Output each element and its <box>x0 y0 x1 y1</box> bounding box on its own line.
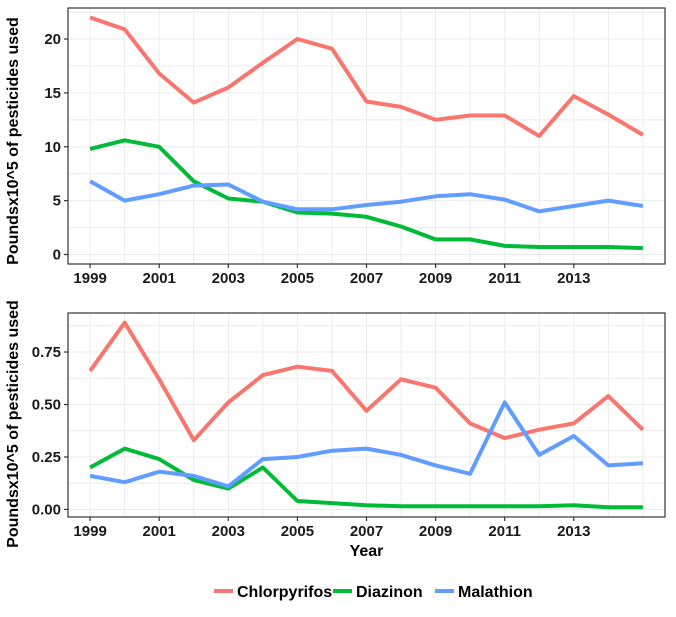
x-tick-label: 2003 <box>212 270 245 287</box>
y-tick-label: 20 <box>44 31 61 48</box>
y-tick-label: 10 <box>44 139 61 156</box>
x-tick-label: 2005 <box>281 270 314 287</box>
x-tick-label: 2007 <box>350 523 383 540</box>
x-tick-label: 2003 <box>212 523 245 540</box>
bottom-line-chart: 0.00 0.25 0.50 0.75 1999 2001 2003 2005 2007 2009… <box>5 300 666 560</box>
legend-label-chlorpyrifos: Chlorpyrifos <box>237 584 332 601</box>
x-tick-label: 2011 <box>488 270 521 287</box>
x-tick-label: 2005 <box>281 523 314 540</box>
y-tick-label: 5 <box>53 193 61 210</box>
y-tick-label: 15 <box>44 85 61 102</box>
y-axis-title: Poundsx10^5 of pesticides used <box>5 17 22 265</box>
x-tick-label: 2009 <box>419 270 452 287</box>
y-tick-label: 0.25 <box>32 449 61 466</box>
series-line-chlorpyrifos <box>88 320 645 443</box>
y-axis-title: Poundsx10^5 of pesticides used <box>5 300 22 548</box>
series-line-malathion <box>89 400 644 489</box>
series-line-diazinon <box>89 138 643 251</box>
y-tick-label: 0.50 <box>32 397 61 414</box>
x-tick-label: 2007 <box>350 270 383 287</box>
x-tick-label: 2013 <box>557 270 590 287</box>
x-tick-label: 1999 <box>73 270 106 287</box>
y-tick-label: 0 <box>53 247 61 264</box>
legend-label-malathion: Malathion <box>458 584 533 601</box>
x-tick-label: 2001 <box>143 270 176 287</box>
chart-legend: Chlorpyrifos Diazinon Malathion <box>214 584 533 601</box>
legend-label-diazinon: Diazinon <box>356 584 423 601</box>
y-tick-label: 0.00 <box>32 501 61 518</box>
x-tick-label: 2001 <box>143 523 176 540</box>
series-line-malathion <box>89 179 644 214</box>
x-tick-label: 2013 <box>557 523 590 540</box>
x-tick-label: 2009 <box>419 523 452 540</box>
top-line-chart: 0 5 10 15 20 1999 2001 2003 2005 2007 2009 2011 2013… <box>5 7 666 287</box>
series-line-chlorpyrifos <box>89 15 644 138</box>
x-tick-label: 2011 <box>488 523 521 540</box>
x-tick-label: 1999 <box>73 523 106 540</box>
x-axis-title: Year <box>350 543 384 560</box>
y-tick-label: 0.75 <box>32 344 61 361</box>
